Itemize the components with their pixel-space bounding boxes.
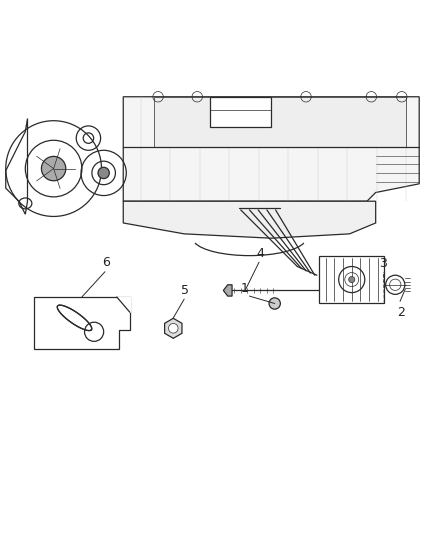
Circle shape	[349, 277, 355, 282]
Text: 2: 2	[397, 305, 405, 319]
Circle shape	[42, 156, 66, 181]
Text: 6: 6	[102, 256, 110, 269]
Polygon shape	[123, 201, 376, 238]
Polygon shape	[6, 118, 28, 214]
Polygon shape	[154, 97, 406, 147]
Circle shape	[269, 298, 280, 309]
Text: 3: 3	[380, 256, 388, 270]
Polygon shape	[117, 297, 130, 312]
Polygon shape	[123, 97, 419, 201]
Polygon shape	[223, 285, 232, 296]
Polygon shape	[319, 256, 385, 303]
Polygon shape	[57, 305, 92, 330]
Text: 1: 1	[240, 282, 248, 295]
Text: 4: 4	[256, 247, 264, 260]
Polygon shape	[210, 97, 271, 127]
Text: 5: 5	[181, 284, 189, 297]
Circle shape	[169, 324, 178, 333]
Polygon shape	[165, 318, 182, 338]
Polygon shape	[34, 297, 130, 349]
Circle shape	[98, 167, 110, 179]
